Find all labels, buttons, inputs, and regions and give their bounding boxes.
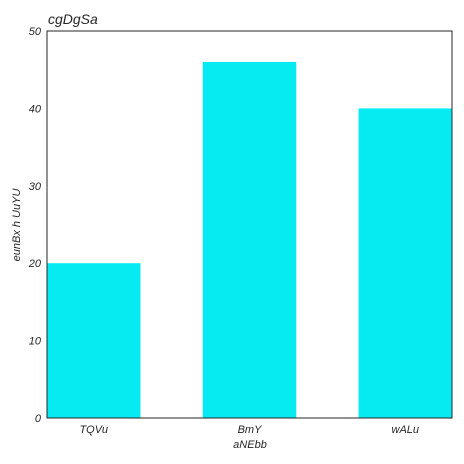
x-tick-label: wALu bbox=[392, 424, 420, 436]
chart-title: cgDgSa bbox=[48, 11, 98, 27]
x-tick-label: BmY bbox=[238, 424, 263, 436]
bar-BmY bbox=[202, 61, 297, 419]
y-tick-label: 0 bbox=[35, 413, 42, 425]
y-tick-label: 10 bbox=[29, 336, 42, 348]
y-tick-label: 30 bbox=[29, 181, 42, 193]
bar-wALu bbox=[358, 108, 452, 419]
x-tick-label: TQVu bbox=[79, 424, 108, 436]
bar-TQVu bbox=[47, 263, 141, 418]
y-tick-label: 50 bbox=[29, 26, 42, 38]
y-tick-label: 20 bbox=[28, 258, 42, 270]
plot-frame bbox=[46, 30, 453, 419]
x-axis-label: aNEbb bbox=[233, 439, 267, 451]
x-axis: TQVu BmY wALu bbox=[79, 424, 419, 436]
plot-area bbox=[47, 61, 452, 419]
y-axis: 0 10 20 30 40 50 bbox=[28, 26, 42, 425]
y-tick-label: 40 bbox=[29, 103, 42, 115]
y-axis-label: eunBx h UuYU bbox=[11, 189, 23, 262]
